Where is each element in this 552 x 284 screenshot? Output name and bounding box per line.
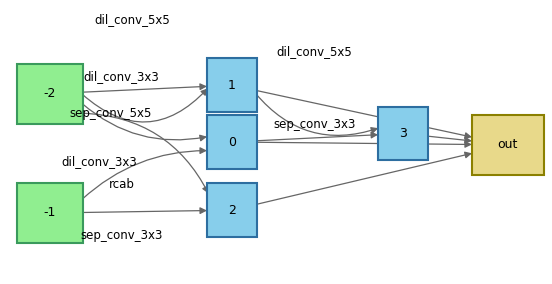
FancyArrowPatch shape [257,142,470,147]
FancyArrowPatch shape [256,93,377,135]
Text: dil_conv_3x3: dil_conv_3x3 [61,155,137,168]
Text: sep_conv_3x3: sep_conv_3x3 [273,118,356,131]
FancyArrowPatch shape [428,136,470,143]
Text: 0: 0 [228,135,236,149]
Text: 2: 2 [228,204,236,217]
Text: -2: -2 [44,87,56,100]
Text: 3: 3 [399,127,407,140]
FancyBboxPatch shape [17,64,83,124]
Text: sep_conv_5x5: sep_conv_5x5 [69,107,152,120]
FancyArrowPatch shape [83,84,205,92]
FancyArrowPatch shape [83,113,208,192]
FancyArrowPatch shape [82,104,206,141]
Text: out: out [498,138,518,151]
FancyArrowPatch shape [257,91,471,138]
FancyBboxPatch shape [207,183,257,237]
FancyArrowPatch shape [82,148,205,199]
FancyBboxPatch shape [472,115,544,175]
FancyBboxPatch shape [378,106,428,160]
FancyBboxPatch shape [207,58,257,112]
Text: rcab: rcab [109,178,134,191]
Text: dil_conv_5x5: dil_conv_5x5 [94,13,171,26]
FancyArrowPatch shape [82,89,207,122]
Text: -1: -1 [44,206,56,220]
FancyBboxPatch shape [207,115,257,169]
Text: 1: 1 [228,79,236,92]
FancyArrowPatch shape [83,208,205,214]
FancyBboxPatch shape [17,183,83,243]
FancyArrowPatch shape [257,132,376,141]
Text: sep_conv_3x3: sep_conv_3x3 [80,229,163,242]
FancyArrowPatch shape [257,152,471,204]
Text: dil_conv_5x5: dil_conv_5x5 [277,45,353,58]
Text: dil_conv_3x3: dil_conv_3x3 [83,70,160,83]
